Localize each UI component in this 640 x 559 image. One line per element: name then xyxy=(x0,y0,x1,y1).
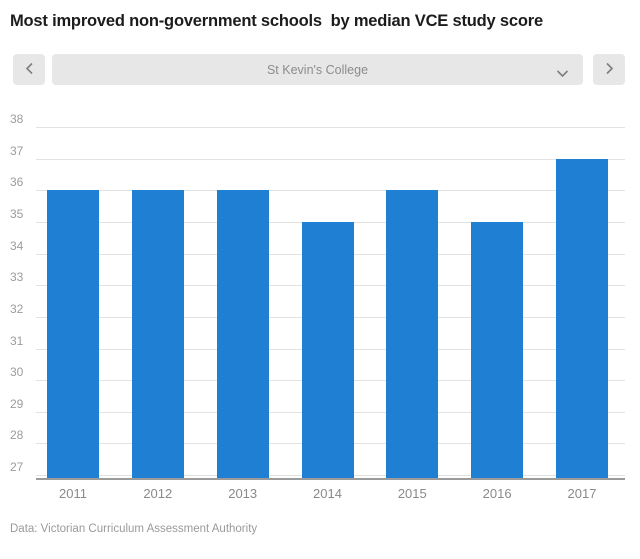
chevron-right-icon xyxy=(605,62,614,78)
y-tick-label: 33 xyxy=(10,270,24,285)
x-tick-label-2012: 2012 xyxy=(143,486,173,501)
chart-title: Most improved non-government schools by … xyxy=(10,12,543,30)
x-tick-label-2016: 2016 xyxy=(482,486,512,501)
y-tick-label: 28 xyxy=(10,428,24,443)
x-tick-label-2011: 2011 xyxy=(59,486,87,501)
y-tick-label: 27 xyxy=(10,460,24,474)
x-tick-label-2017: 2017 xyxy=(567,486,597,501)
next-school-button[interactable] xyxy=(593,54,625,85)
bar-2013 xyxy=(216,190,269,478)
bar-2014 xyxy=(301,221,354,478)
y-tick-label: 29 xyxy=(10,396,24,411)
bar-2012 xyxy=(131,190,184,478)
gridline xyxy=(36,127,625,128)
x-axis-line xyxy=(36,478,625,480)
x-tick-label-2015: 2015 xyxy=(397,486,427,501)
chevron-left-icon xyxy=(25,62,34,78)
y-tick-label: 34 xyxy=(10,238,24,253)
data-source-note: Data: Victorian Curriculum Assessment Au… xyxy=(10,523,258,535)
chevron-down-icon xyxy=(556,65,569,83)
y-tick-label: 31 xyxy=(10,333,24,348)
gridline xyxy=(36,158,625,160)
bar-2011 xyxy=(47,190,99,478)
bar-2015 xyxy=(386,190,439,478)
y-tick-label: 32 xyxy=(10,301,24,316)
y-tick-label: 30 xyxy=(10,365,24,380)
y-tick-label: 35 xyxy=(10,206,24,221)
school-selector[interactable]: St Kevin's College xyxy=(52,54,583,85)
y-tick-label: 38 xyxy=(10,112,24,126)
bar-2017 xyxy=(556,158,608,478)
x-tick-label-2014: 2014 xyxy=(313,486,342,501)
prev-school-button[interactable] xyxy=(13,54,45,85)
x-tick-label-2013: 2013 xyxy=(228,486,258,501)
y-tick-label: 37 xyxy=(10,143,24,158)
gridline xyxy=(36,190,625,192)
y-tick-label: 36 xyxy=(10,175,24,190)
school-selector-label: St Kevin's College xyxy=(266,62,369,77)
bar-2016 xyxy=(471,221,524,478)
